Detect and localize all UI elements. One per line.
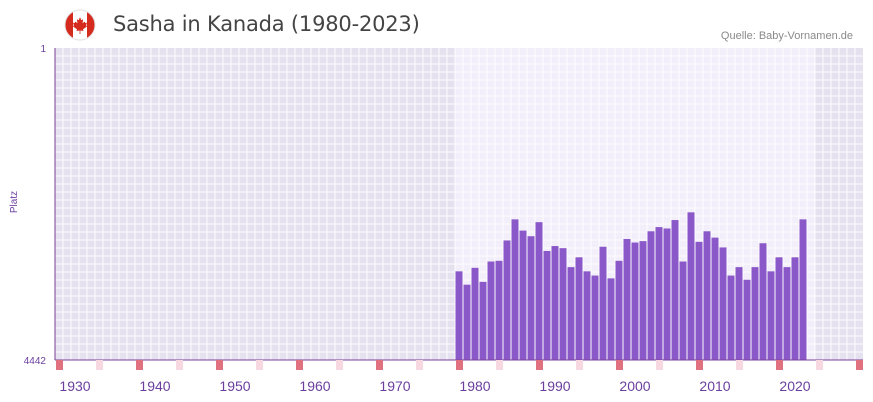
bar-2021 (799, 219, 807, 360)
marker-2008 (696, 360, 703, 370)
bar-2017 (767, 271, 775, 360)
bar-2015 (751, 267, 759, 360)
y-tick-1: 1 (40, 44, 46, 55)
decade-markers (56, 360, 863, 370)
bar-1991 (559, 248, 567, 360)
x-tick-1970: 1970 (379, 378, 410, 394)
bar-2004 (663, 228, 671, 360)
chart-title: Sasha in Kanada (1980-2023) (113, 12, 420, 36)
bar-2009 (703, 231, 711, 360)
bar-2001 (639, 241, 647, 360)
canada-flag-icon (64, 9, 96, 41)
marker-1943 (176, 360, 183, 370)
x-tick-1980: 1980 (459, 378, 490, 394)
bar-1987 (527, 236, 535, 360)
bar-1997 (607, 278, 615, 360)
y-tick-4442: 4442 (24, 356, 47, 367)
bar-1982 (487, 261, 495, 360)
bar-2016 (759, 243, 767, 360)
bar-2002 (647, 231, 655, 360)
marker-1968 (376, 360, 383, 370)
bar-2005 (671, 220, 679, 360)
x-tick-labels: 1930 1940 1950 1960 1970 1980 1990 2000 2010 2020 (59, 378, 810, 394)
marker-1978 (456, 360, 463, 370)
bar-1993 (575, 257, 583, 360)
x-tick-1960: 1960 (299, 378, 330, 394)
bar-2019 (783, 267, 791, 360)
marker-1933 (96, 360, 103, 370)
marker-1938 (136, 360, 143, 370)
bar-2006 (679, 261, 687, 360)
marker-2013 (736, 360, 743, 370)
y-axis-label: Platz (9, 191, 20, 213)
bar-2018 (775, 257, 783, 360)
bar-2003 (655, 227, 663, 360)
marker-1998 (616, 360, 623, 370)
bar-1979 (463, 284, 471, 360)
bar-2011 (719, 247, 727, 360)
marker-1948 (216, 360, 223, 370)
bar-1988 (535, 222, 543, 360)
bar-1999 (623, 239, 631, 360)
bar-2014 (743, 279, 751, 360)
bar-series (455, 212, 807, 360)
x-tick-1950: 1950 (219, 378, 250, 394)
bar-1985 (511, 219, 519, 360)
bar-1994 (583, 271, 591, 360)
x-tick-2010: 2010 (699, 378, 730, 394)
bar-2012 (727, 275, 735, 360)
marker-2028 (856, 360, 863, 370)
bar-1980 (471, 267, 479, 360)
marker-1993 (576, 360, 583, 370)
y-tick-labels: 1 4442 (24, 44, 47, 367)
bar-1978 (455, 271, 463, 360)
bar-1992 (567, 267, 575, 360)
bar-2007 (687, 212, 695, 360)
bar-2010 (711, 237, 719, 360)
bar-1984 (503, 240, 511, 360)
marker-1988 (536, 360, 543, 370)
marker-1953 (256, 360, 263, 370)
marker-1963 (336, 360, 343, 370)
bar-1996 (599, 246, 607, 360)
bar-1983 (495, 260, 503, 360)
bar-2008 (695, 241, 703, 360)
bar-1986 (519, 230, 527, 360)
bar-1981 (479, 281, 487, 360)
marker-2003 (656, 360, 663, 370)
bar-1990 (551, 246, 559, 360)
x-tick-1940: 1940 (139, 378, 170, 394)
source-label: Quelle: Baby-Vornamen.de (720, 30, 853, 42)
marker-2018 (776, 360, 783, 370)
x-tick-2000: 2000 (619, 378, 650, 394)
bar-2000 (631, 242, 639, 360)
marker-2023 (816, 360, 823, 370)
marker-1958 (296, 360, 303, 370)
marker-1983 (496, 360, 503, 370)
bar-2020 (791, 257, 799, 360)
bar-2013 (735, 267, 743, 360)
marker-1973 (416, 360, 423, 370)
bar-1998 (615, 260, 623, 360)
x-tick-2020: 2020 (779, 378, 810, 394)
marker-1928 (56, 360, 63, 370)
x-tick-1930: 1930 (59, 378, 90, 394)
bar-1995 (591, 275, 599, 360)
bar-1989 (543, 250, 551, 360)
x-tick-1990: 1990 (539, 378, 570, 394)
